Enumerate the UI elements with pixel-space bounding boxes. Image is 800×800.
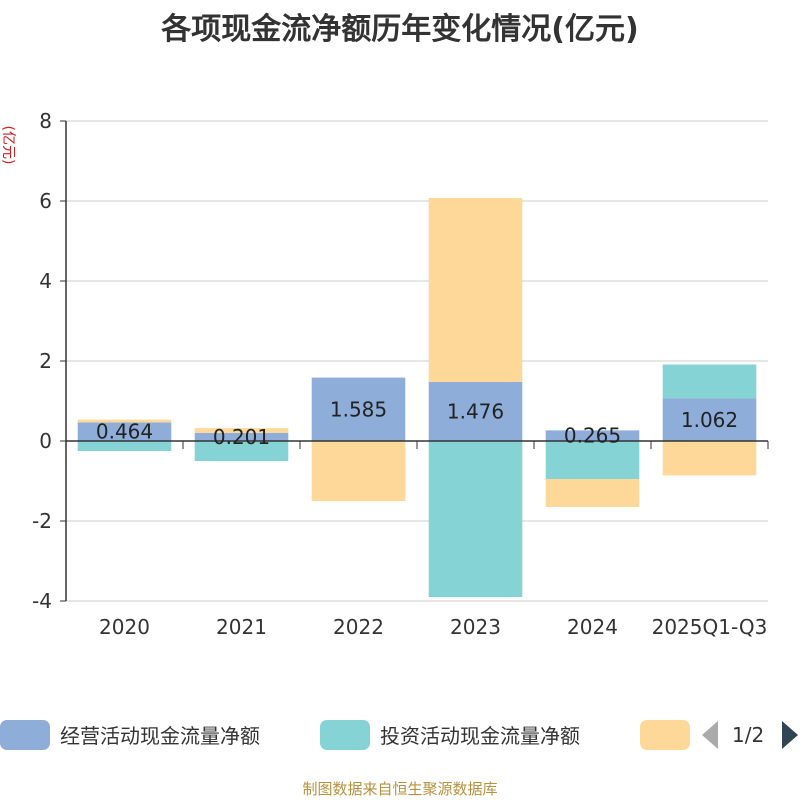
x-tick-label: 2021 xyxy=(216,615,267,639)
legend-prev-page-icon[interactable] xyxy=(702,721,718,749)
y-axis-label: (亿元) xyxy=(0,126,16,165)
legend-page-indicator: 1/2 xyxy=(732,723,764,747)
bar-series3-2024[interactable] xyxy=(545,479,640,507)
bar-series1-2023[interactable] xyxy=(428,381,523,441)
bar-series3-2023[interactable] xyxy=(428,197,523,382)
bar-series2-2025Q1-Q3[interactable] xyxy=(662,364,757,399)
bar-series1-2021[interactable] xyxy=(194,432,289,441)
bar-series3-2025Q1-Q3[interactable] xyxy=(662,441,757,476)
data-label: 0.464 xyxy=(96,420,153,444)
data-label: 0.201 xyxy=(213,425,270,449)
bar-series2-2024[interactable] xyxy=(545,441,640,479)
y-tick-label: 6 xyxy=(39,189,52,213)
legend-swatch-series1[interactable] xyxy=(0,720,50,750)
data-label: 1.062 xyxy=(681,408,738,432)
legend-label[interactable]: 经营活动现金流量净额 xyxy=(60,724,260,748)
bar-series2-2020[interactable] xyxy=(77,441,172,451)
data-source-note: 制图数据来自恒生聚源数据库 xyxy=(302,780,498,798)
y-tick-label: 2 xyxy=(39,349,52,373)
legend-swatch-series2[interactable] xyxy=(320,720,370,750)
data-label: 0.265 xyxy=(564,424,621,448)
legend-label[interactable]: 投资活动现金流量净额 xyxy=(380,724,580,748)
bar-series3-2022[interactable] xyxy=(311,441,406,501)
y-tick-label: 0 xyxy=(39,429,52,453)
bar-series1-2025Q1-Q3[interactable] xyxy=(662,398,757,441)
y-tick-label: 8 xyxy=(39,109,52,133)
x-tick-label: 2024 xyxy=(567,615,618,639)
bar-series1-2020[interactable] xyxy=(77,422,172,441)
chart-title: 各项现金流净额历年变化情况(亿元) xyxy=(161,12,639,47)
data-label: 1.585 xyxy=(330,397,387,421)
y-tick-label: -2 xyxy=(32,509,52,533)
bar-series3-2020[interactable] xyxy=(77,419,172,423)
legend-next-page-icon[interactable] xyxy=(782,721,798,749)
y-tick-label: -4 xyxy=(32,589,52,613)
bar-series2-2021[interactable] xyxy=(194,441,289,461)
x-tick-label: 2022 xyxy=(333,615,384,639)
data-label: 1.476 xyxy=(447,399,504,423)
x-tick-label: 2025Q1-Q3 xyxy=(652,615,768,639)
bar-series1-2024[interactable] xyxy=(545,430,640,441)
legend-swatch-series3[interactable] xyxy=(640,720,690,750)
bar-series1-2022[interactable] xyxy=(311,377,406,441)
y-tick-label: 4 xyxy=(39,269,52,293)
x-tick-label: 2020 xyxy=(99,615,150,639)
x-tick-label: 2023 xyxy=(450,615,501,639)
bar-series2-2023[interactable] xyxy=(428,441,523,597)
bar-series3-2021[interactable] xyxy=(194,428,289,433)
